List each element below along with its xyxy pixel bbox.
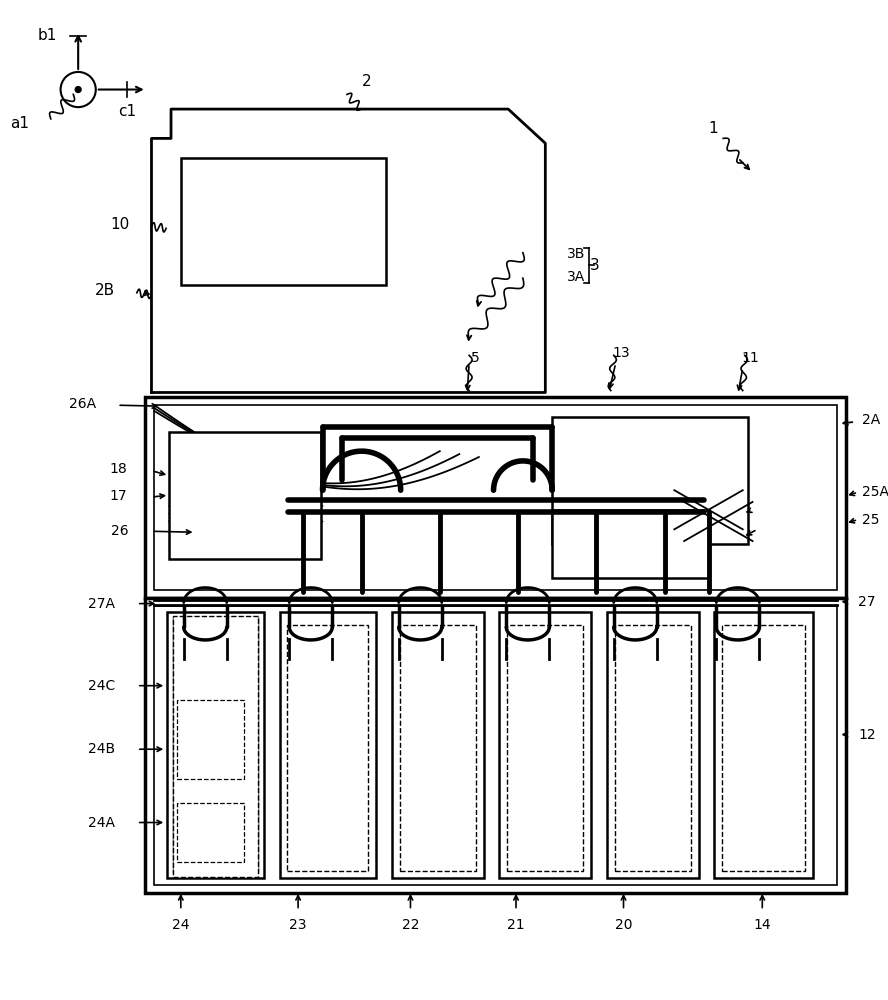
- Text: 11: 11: [741, 351, 759, 365]
- Text: 18: 18: [109, 462, 127, 476]
- Text: 25: 25: [862, 513, 879, 527]
- Bar: [181, 158, 386, 285]
- Bar: [552, 417, 748, 544]
- Bar: [499, 612, 591, 878]
- Text: 3A: 3A: [567, 270, 585, 284]
- Text: b1: b1: [37, 28, 57, 43]
- Bar: [155, 405, 836, 590]
- Text: 22: 22: [401, 918, 419, 932]
- Bar: [607, 612, 699, 878]
- Text: 21: 21: [507, 918, 525, 932]
- Text: 12: 12: [858, 728, 876, 742]
- Text: 26: 26: [111, 524, 129, 538]
- Bar: [552, 510, 709, 578]
- Text: 27A: 27A: [88, 597, 115, 611]
- Text: 2: 2: [361, 74, 371, 89]
- Bar: [400, 625, 476, 871]
- Text: c1: c1: [118, 104, 136, 119]
- Bar: [715, 612, 813, 878]
- Text: 2B: 2B: [95, 283, 115, 298]
- Bar: [392, 612, 484, 878]
- Bar: [173, 616, 258, 877]
- Text: 25A: 25A: [862, 485, 888, 499]
- Bar: [145, 397, 846, 598]
- Text: 20: 20: [614, 918, 632, 932]
- Bar: [280, 612, 377, 878]
- Text: 5: 5: [471, 351, 480, 365]
- Text: 24A: 24A: [88, 816, 115, 830]
- Text: 24: 24: [172, 918, 189, 932]
- Text: 14: 14: [754, 918, 771, 932]
- Bar: [178, 622, 252, 868]
- Bar: [155, 606, 836, 885]
- Bar: [177, 700, 244, 779]
- Bar: [288, 625, 369, 871]
- Bar: [173, 617, 258, 873]
- Text: 24C: 24C: [88, 679, 115, 693]
- Bar: [177, 803, 244, 862]
- Bar: [614, 625, 691, 871]
- Text: 2A: 2A: [862, 413, 880, 427]
- Text: 17: 17: [109, 489, 127, 503]
- Text: 27: 27: [858, 595, 876, 609]
- Text: 26A: 26A: [68, 397, 96, 411]
- Bar: [145, 598, 846, 893]
- Circle shape: [75, 87, 81, 92]
- Bar: [507, 625, 583, 871]
- Bar: [167, 612, 264, 878]
- Text: 1: 1: [709, 121, 718, 136]
- Text: 3: 3: [591, 258, 600, 273]
- Bar: [169, 432, 321, 559]
- Text: 23: 23: [289, 918, 307, 932]
- Text: 3B: 3B: [567, 247, 585, 261]
- Text: 10: 10: [111, 217, 130, 232]
- Text: 13: 13: [613, 346, 630, 360]
- Text: 24B: 24B: [88, 742, 115, 756]
- Text: a1: a1: [11, 116, 29, 131]
- Bar: [722, 625, 805, 871]
